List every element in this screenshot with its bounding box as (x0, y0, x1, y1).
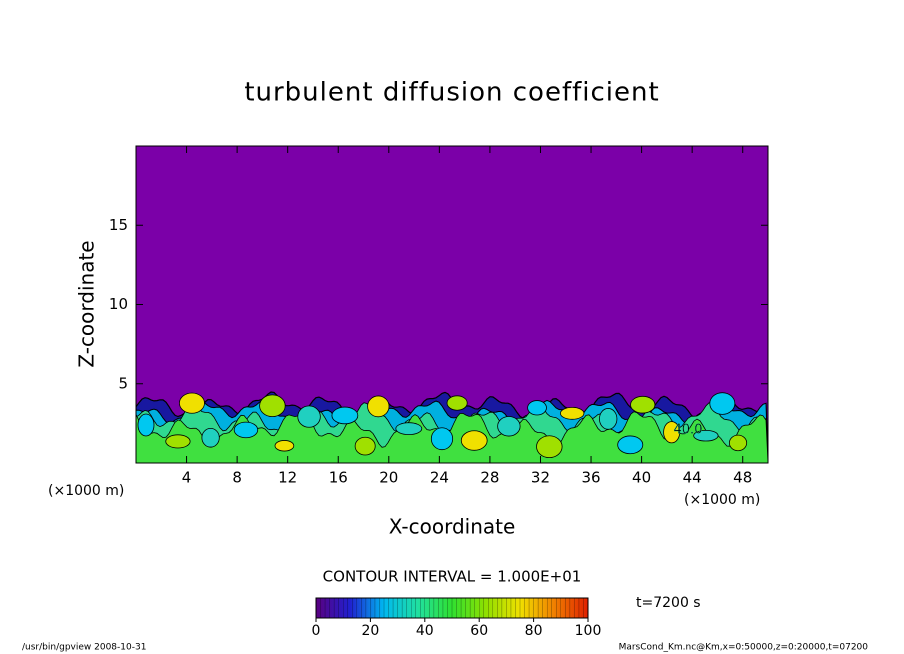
contour-blob (460, 430, 488, 451)
x-tick-label: 20 (379, 469, 398, 487)
x-tick-label: 16 (329, 469, 348, 487)
colorbar-tick-label: 80 (525, 623, 543, 639)
contour-blob (663, 421, 681, 444)
contour-blob (430, 427, 454, 451)
time-label: t=7200 s (636, 595, 701, 611)
x-tick-label: 12 (278, 469, 297, 487)
contour-blob (728, 434, 748, 452)
contour-blob (165, 434, 191, 449)
contour-blob (536, 435, 563, 459)
colorbar-tick-label: 100 (575, 623, 602, 639)
contour-blob (179, 392, 205, 414)
x-tick-label: 36 (581, 469, 600, 487)
contour-blob (630, 395, 656, 414)
x-tick-label: 24 (430, 469, 449, 487)
x-tick-label: 48 (733, 469, 752, 487)
contour-blob (297, 405, 321, 428)
x-tick-label: 8 (232, 469, 242, 487)
contour-blob (497, 416, 521, 437)
contour-blob (560, 406, 585, 420)
y-tick-label: 10 (109, 295, 128, 313)
contour-blob (446, 395, 468, 411)
footer-right: MarsCond_Km.nc@Km,x=0:50000,z=0:20000,t=… (619, 643, 869, 653)
contour-blob (137, 413, 155, 437)
contour-field (136, 391, 768, 463)
contour-blob (367, 395, 390, 418)
colorbar-tick-label: 20 (361, 623, 379, 639)
x-tick-label: 40 (632, 469, 651, 487)
y-tick-label: 15 (109, 216, 128, 234)
x-axis-label: X-coordinate (389, 515, 516, 539)
y-tick-label: 5 (118, 374, 128, 392)
contour-blob (709, 392, 736, 415)
contour-blob (259, 394, 286, 417)
contour-blob (331, 406, 359, 425)
contour-interval: CONTOUR INTERVAL = 1.000E+01 (323, 568, 582, 586)
contour-blob (527, 400, 547, 416)
x-tick-label: 32 (531, 469, 550, 487)
colorbar-tick-label: 40 (416, 623, 434, 639)
x-tick-label: 28 (480, 469, 499, 487)
contour-blob (274, 440, 295, 452)
contour-blob (354, 436, 376, 456)
y-unit: (×1000 m) (48, 483, 124, 499)
contour-blob (617, 435, 644, 455)
footer-left: /usr/bin/gpview 2008-10-31 (22, 643, 146, 653)
x-unit: (×1000 m) (684, 492, 760, 508)
x-tick-label: 44 (683, 469, 702, 487)
contour-blob (599, 408, 618, 430)
colorbar-tick-label: 0 (312, 623, 321, 639)
contour-blob (693, 429, 719, 442)
contour-blob (201, 427, 220, 448)
contour-label: 40.0 (674, 423, 703, 438)
x-tick-label: 4 (182, 469, 192, 487)
contour-blob (233, 421, 259, 439)
contour-blob (395, 422, 423, 436)
colorbar-tick-label: 60 (470, 623, 488, 639)
y-axis-label: Z-coordinate (75, 240, 99, 367)
chart-title: turbulent diffusion coefficient (244, 78, 659, 108)
